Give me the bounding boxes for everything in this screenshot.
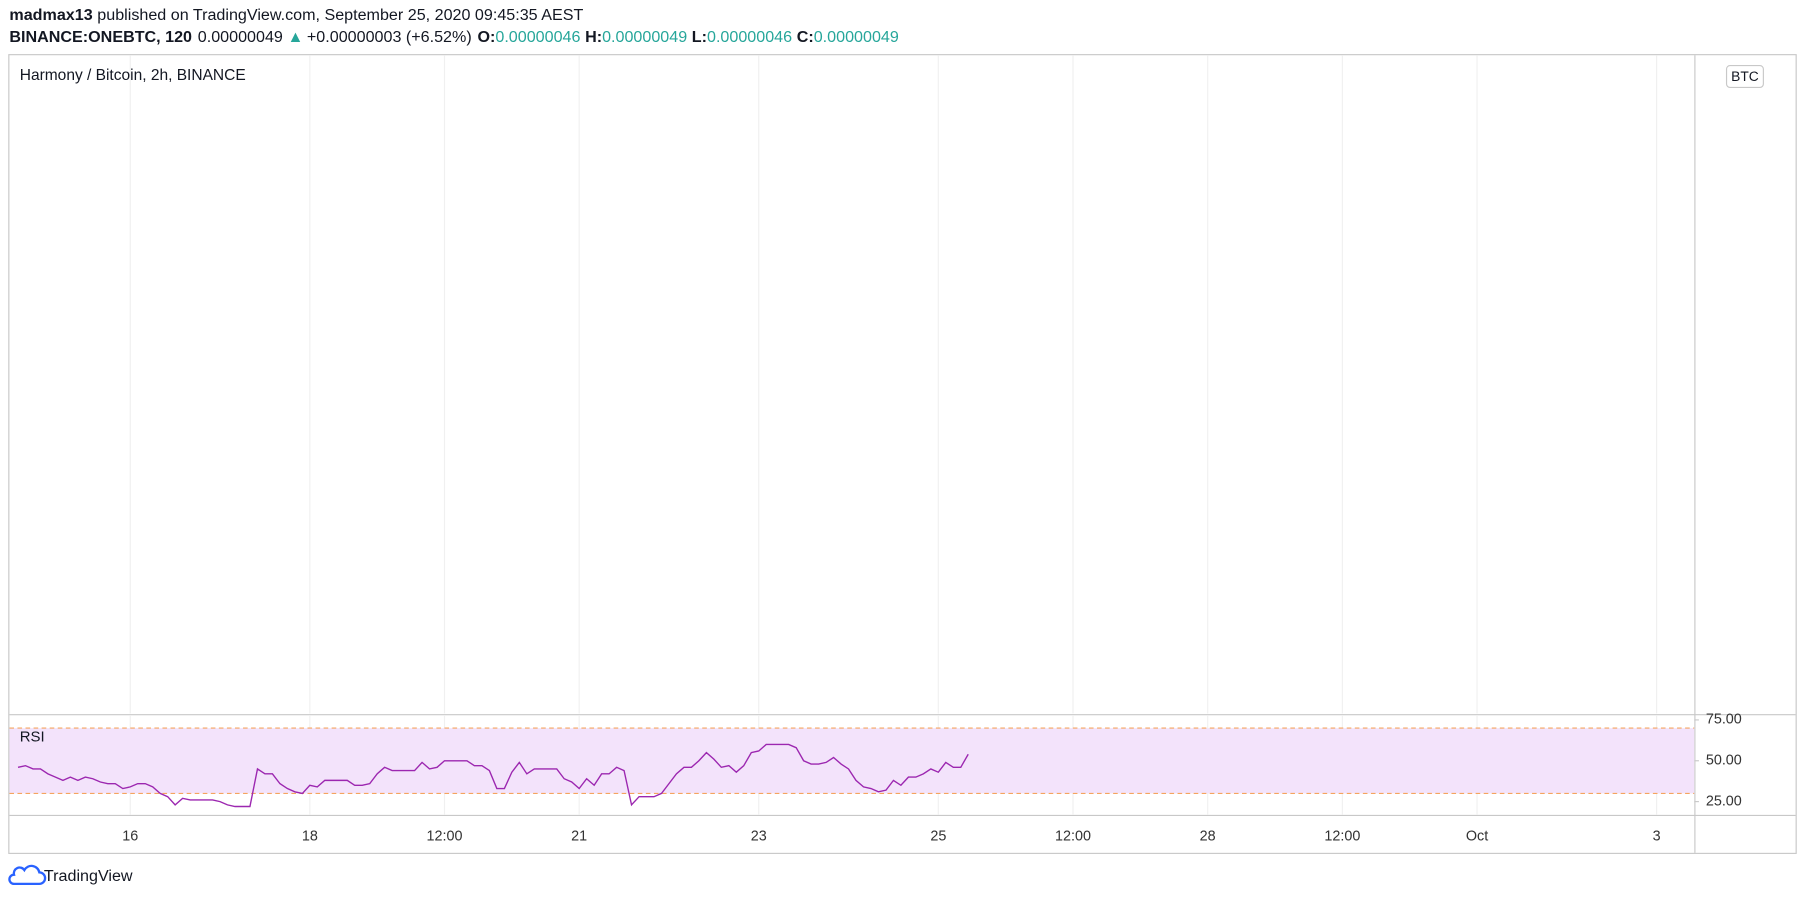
rsi-pane — [9, 727, 1695, 808]
x-tick-label: 25 — [930, 828, 946, 844]
x-tick-label: 21 — [571, 828, 587, 844]
publish-line: madmax13 published on TradingView.com, Se… — [9, 6, 583, 24]
x-tick-label: 12:00 — [427, 828, 463, 844]
rsi-tick-label: 50.00 — [1706, 753, 1742, 769]
x-tick-label: 3 — [1653, 828, 1661, 844]
logo-icon — [8, 864, 47, 886]
ohlc-value: 0.00000046 — [495, 28, 580, 46]
x-tick-label: 16 — [122, 828, 138, 844]
footer-brand: TradingView — [44, 867, 133, 885]
last-price: 0.00000049 — [198, 28, 283, 46]
axis-labels: 161812:0021232512:002812:00Oct30.0000004… — [122, 712, 1742, 845]
arrow: ▲ — [287, 28, 303, 46]
x-tick-label: 23 — [751, 828, 767, 844]
ohlc-value: 0.00000049 — [814, 28, 899, 46]
ohlc-label: L: — [692, 28, 707, 46]
ohlc-label: O: — [477, 28, 495, 46]
rsi-band — [9, 728, 1695, 794]
published: published on TradingView.com, September … — [97, 6, 583, 24]
x-tick-label: Oct — [1466, 828, 1488, 844]
rsi-line — [17, 743, 969, 808]
ohlc-value: 0.00000046 — [707, 28, 792, 46]
x-tick-label: 12:00 — [1324, 828, 1360, 844]
indicator-name: RSI — [20, 729, 45, 746]
currency-box — [1725, 65, 1764, 89]
symbol: BINANCE:ONEBTC, 120 — [9, 28, 192, 46]
legend-title: Harmony / Bitcoin, 2h, BINANCE — [20, 67, 246, 84]
symbol-line: BINANCE:ONEBTC, 120 0.00000049 ▲ +0.0000000… — [9, 28, 898, 46]
frame — [8, 54, 1797, 854]
rsi-tick-label: 25.00 — [1706, 793, 1742, 809]
ohlc-value: 0.00000049 — [602, 28, 687, 46]
logo — [8, 864, 47, 886]
author: madmax13 — [9, 6, 92, 24]
change: +0.00000003 (+6.52%) — [307, 28, 472, 46]
x-tick-label: 18 — [302, 828, 318, 844]
rsi-tick-label: 75.00 — [1706, 712, 1742, 728]
x-tick-label: 28 — [1200, 828, 1216, 844]
ohlc-label: C: — [797, 28, 814, 46]
currency: BTC — [1731, 68, 1759, 84]
x-tick-label: 12:00 — [1055, 828, 1091, 844]
ohlc-label: H: — [585, 28, 602, 46]
